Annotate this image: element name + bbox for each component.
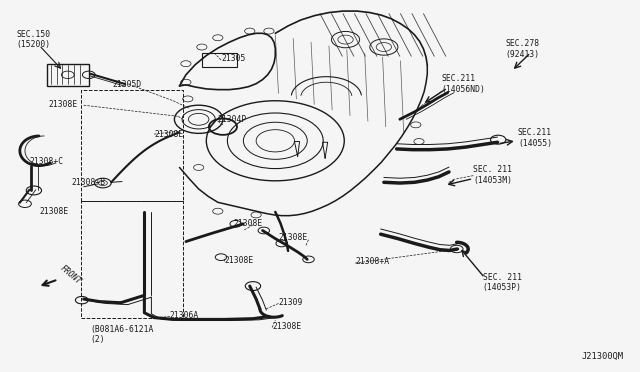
Text: 21308+C: 21308+C [29,157,63,166]
Text: 21306A: 21306A [170,311,199,320]
Text: SEC.211
(14055): SEC.211 (14055) [518,128,552,148]
Text: SEC.150
(15200): SEC.150 (15200) [17,30,51,49]
Text: SEC.211
(14056ND): SEC.211 (14056ND) [442,74,485,94]
Text: SEC.278
(92413): SEC.278 (92413) [505,39,540,58]
Text: 21305: 21305 [221,54,245,62]
Text: (B081A6-6121A
(2): (B081A6-6121A (2) [90,324,154,344]
Text: 21305D: 21305D [113,80,141,89]
Text: 21308E: 21308E [278,233,308,243]
Text: 21309: 21309 [278,298,303,307]
Text: J21300QM: J21300QM [581,352,623,361]
Text: 21304P: 21304P [218,115,247,124]
Text: 21308E: 21308E [272,322,301,331]
Text: SEC. 211
(14053M): SEC. 211 (14053M) [473,165,512,185]
Text: 21308E: 21308E [39,208,68,217]
Text: 21308+A: 21308+A [355,257,389,266]
Text: SEC. 211
(14053P): SEC. 211 (14053P) [483,273,522,292]
Text: FRONT: FRONT [58,264,83,286]
Text: 21308E: 21308E [49,100,78,109]
Text: 21308E: 21308E [234,219,263,228]
Bar [202,53,237,67]
Text: 21308E: 21308E [154,129,183,139]
Text: 21308E: 21308E [224,256,253,264]
Text: 21308+B: 21308+B [71,178,105,187]
Bar [47,64,88,86]
